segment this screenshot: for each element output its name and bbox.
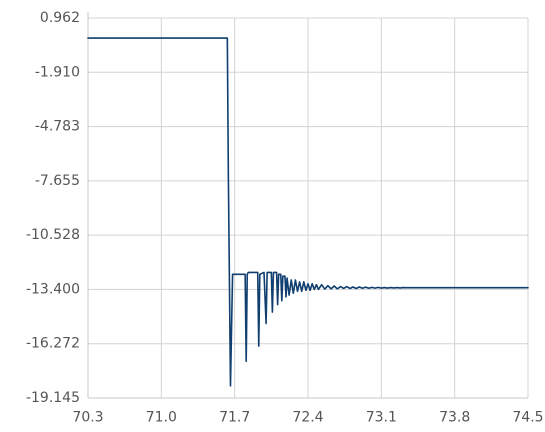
- x-axis-tick-labels: 70.3 71.0 71.7 72.4 73.1 73.8 74.5: [72, 410, 543, 426]
- y-tick-label: -13.400: [26, 281, 80, 297]
- y-tick-label: -4.783: [35, 119, 80, 135]
- y-tick-label: -10.528: [26, 227, 80, 243]
- x-tick-label: 71.0: [146, 410, 177, 426]
- x-tick-label: 71.7: [219, 410, 250, 426]
- y-tick-label: -19.145: [26, 390, 80, 406]
- x-tick-label: 70.3: [72, 410, 103, 426]
- x-tick-label: 73.1: [366, 410, 397, 426]
- x-tick-label: 73.8: [439, 410, 470, 426]
- series-layer: [87, 37, 529, 387]
- series-line-1: [87, 37, 529, 387]
- y-tick-label: -16.272: [26, 336, 80, 352]
- y-tick-label: -1.910: [35, 64, 80, 80]
- y-axis-tick-labels: 0.962 -1.910 -4.783 -7.655 -10.528 -13.400 -16…: [26, 10, 80, 406]
- axes: [87, 12, 528, 399]
- y-tick-label: 0.962: [40, 10, 80, 26]
- x-tick-label: 72.4: [292, 410, 323, 426]
- y-tick-label: -7.655: [35, 173, 80, 189]
- grid: [87, 17, 529, 399]
- x-tick-label: 74.5: [512, 410, 543, 426]
